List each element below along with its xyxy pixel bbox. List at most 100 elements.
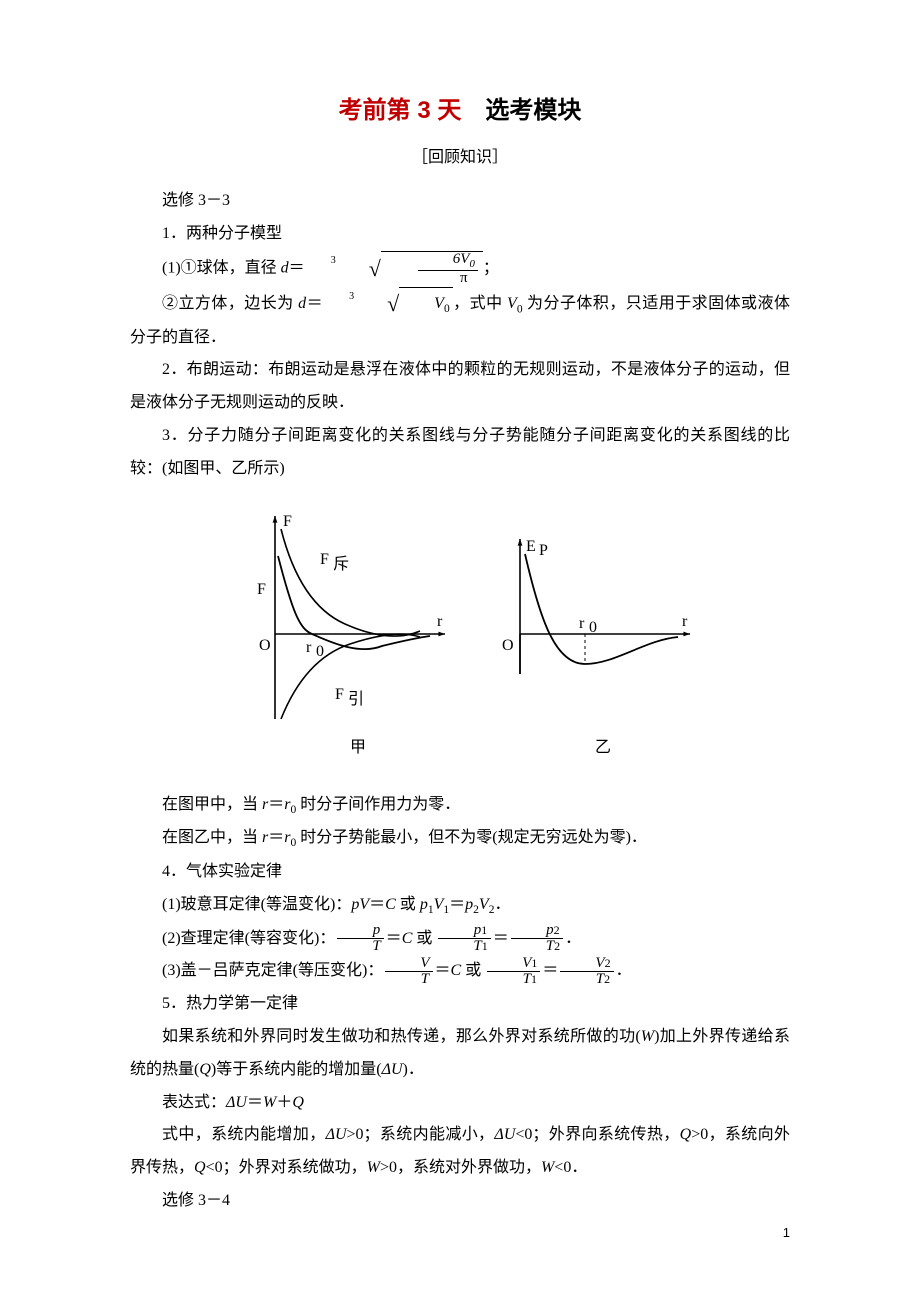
q: Q xyxy=(680,1126,692,1143)
fraction: 6V0π xyxy=(418,252,478,287)
cube-root: 3√V0 xyxy=(323,287,453,322)
fraction: V1T1 xyxy=(487,956,540,989)
svg-text:r: r xyxy=(682,613,688,630)
d: T1 xyxy=(487,972,540,988)
svg-text:O: O xyxy=(259,637,271,654)
t: (2)查理定律(等容变化)： xyxy=(162,930,335,947)
a: p xyxy=(546,922,554,938)
v: V xyxy=(479,896,489,913)
fraction: pT xyxy=(337,923,383,956)
d: T2 xyxy=(560,972,613,988)
eq: ＝ xyxy=(386,930,402,947)
radical-sign: √ xyxy=(355,293,399,315)
w: W xyxy=(641,1028,654,1045)
force-energy-diagrams: FOrr0F斥F引F甲EPOrr0乙 xyxy=(220,504,700,764)
n: V xyxy=(385,956,432,973)
page-number: 1 xyxy=(783,1225,790,1240)
t: 式中，系统内能增加， xyxy=(162,1126,326,1143)
para-fig-jia: 在图甲中，当 r＝r0 时分子间作用力为零． xyxy=(130,789,790,823)
t: 如果系统和外界同时发生做功和热传递，那么外界对系统所做的功( xyxy=(162,1028,641,1045)
w: W xyxy=(263,1094,276,1111)
n: p1 xyxy=(438,923,490,940)
cube-root: 3√6V0π xyxy=(305,251,483,287)
a: T xyxy=(596,971,604,987)
eq: ＝ xyxy=(449,896,465,913)
q: Q xyxy=(292,1094,304,1111)
var-d: d xyxy=(298,295,306,312)
svg-text:0: 0 xyxy=(589,619,597,636)
t: 时分子间作用力为零． xyxy=(296,796,460,813)
para-1-models: 1．两种分子模型 xyxy=(130,218,790,251)
eq: ＝ xyxy=(435,962,451,979)
s: 0 xyxy=(444,303,450,315)
fraction: VT xyxy=(385,956,432,989)
w: W xyxy=(541,1159,554,1176)
svg-text:F: F xyxy=(320,551,329,568)
plus: ＋ xyxy=(276,1094,292,1111)
t: <0． xyxy=(554,1159,587,1176)
a: T xyxy=(523,971,531,987)
para-fig-yi: 在图乙中，当 r＝r0 时分子势能最小，但不为零(规定无穷远处为零)． xyxy=(130,822,790,856)
t: ． xyxy=(616,962,632,979)
svg-text:斥: 斥 xyxy=(333,555,349,573)
para-boyle: (1)玻意耳定律(等温变化)：pV＝C 或 p1V1＝p2V2． xyxy=(130,889,790,923)
svg-text:P: P xyxy=(539,542,548,559)
p: p xyxy=(465,896,473,913)
var-v: V xyxy=(507,295,517,312)
eq: ＝ xyxy=(493,930,509,947)
title-black: 选考模块 xyxy=(461,97,581,124)
d: T2 xyxy=(511,939,563,955)
t: )． xyxy=(403,1061,424,1078)
t: >0，系统对外界做功， xyxy=(380,1159,541,1176)
numerator: 6V0 xyxy=(418,252,478,271)
or: 或 xyxy=(461,962,485,979)
para-gaylussac: (3)盖－吕萨克定律(等压变化)：VT＝C 或 V1T1＝V2T2． xyxy=(130,955,790,988)
para-firstlaw-eq: 表达式：ΔU＝W＋Q xyxy=(130,1087,790,1120)
eq: ＝ xyxy=(268,829,284,846)
page: 考前第 3 天 选考模块 ［回顾知识］ 选修 3－3 1．两种分子模型 (1)①… xyxy=(0,0,920,1258)
b: 1 xyxy=(531,956,537,970)
t: (3)盖－吕萨克定律(等压变化)： xyxy=(162,962,383,979)
c: C xyxy=(402,930,413,947)
fraction: p1T1 xyxy=(438,923,490,956)
title-red: 考前第 3 天 xyxy=(339,97,462,124)
text: ②立方体，边长为 xyxy=(162,295,298,312)
t: 时分子势能最小，但不为零(规定无穷远处为零)． xyxy=(296,829,647,846)
para-2-brown: 2．布朗运动：布朗运动是悬浮在液体中的颗粒的无规则运动，不是液体分子的运动，但是… xyxy=(130,354,790,420)
or: 或 xyxy=(396,896,420,913)
para-5-firstlaw: 5．热力学第一定律 xyxy=(130,988,790,1021)
svg-text:F: F xyxy=(335,686,344,703)
eq: ＝ xyxy=(247,1094,263,1111)
var-d: d xyxy=(281,259,289,276)
c: C xyxy=(385,896,396,913)
para-1-1-sphere: (1)①球体，直径 d＝3√6V0π； xyxy=(130,251,790,287)
t: <0；外界向系统传热， xyxy=(515,1126,679,1143)
svg-text:r: r xyxy=(579,615,585,632)
t: )等于系统内能的增加量( xyxy=(211,1061,382,1078)
n: V2 xyxy=(560,956,613,973)
svg-text:F: F xyxy=(257,581,266,598)
a: V xyxy=(595,955,604,971)
b: 1 xyxy=(481,923,487,937)
v: V xyxy=(434,295,444,312)
para-firstlaw-desc: 如果系统和外界同时发生做功和热传递，那么外界对系统所做的功(W)加上外界传递给系… xyxy=(130,1021,790,1087)
svg-text:甲: 甲 xyxy=(350,739,366,756)
t: (1)玻意耳定律(等温变化)： xyxy=(162,896,351,913)
para-xuanxiu34: 选修 3－4 xyxy=(130,1185,790,1218)
para-1-2-cube: ②立方体，边长为 d＝3√V0，式中 V0 为分子体积，只适用于求固体或液体分子… xyxy=(130,287,790,355)
v: V xyxy=(434,896,444,913)
svg-text:r: r xyxy=(437,613,443,630)
svg-text:r: r xyxy=(306,639,312,656)
subhead: ［回顾知识］ xyxy=(130,143,790,167)
t: ． xyxy=(565,930,581,947)
s: 0 xyxy=(469,258,474,270)
text: ，式中 xyxy=(453,295,507,312)
radical-sign: √ xyxy=(337,258,381,280)
svg-text:E: E xyxy=(526,538,536,555)
root-index: 3 xyxy=(317,287,354,308)
text: (1)①球体，直径 xyxy=(162,259,281,276)
n: p2 xyxy=(511,923,563,940)
svg-text:F: F xyxy=(283,513,292,530)
d: T xyxy=(385,972,432,988)
n: V1 xyxy=(487,956,540,973)
